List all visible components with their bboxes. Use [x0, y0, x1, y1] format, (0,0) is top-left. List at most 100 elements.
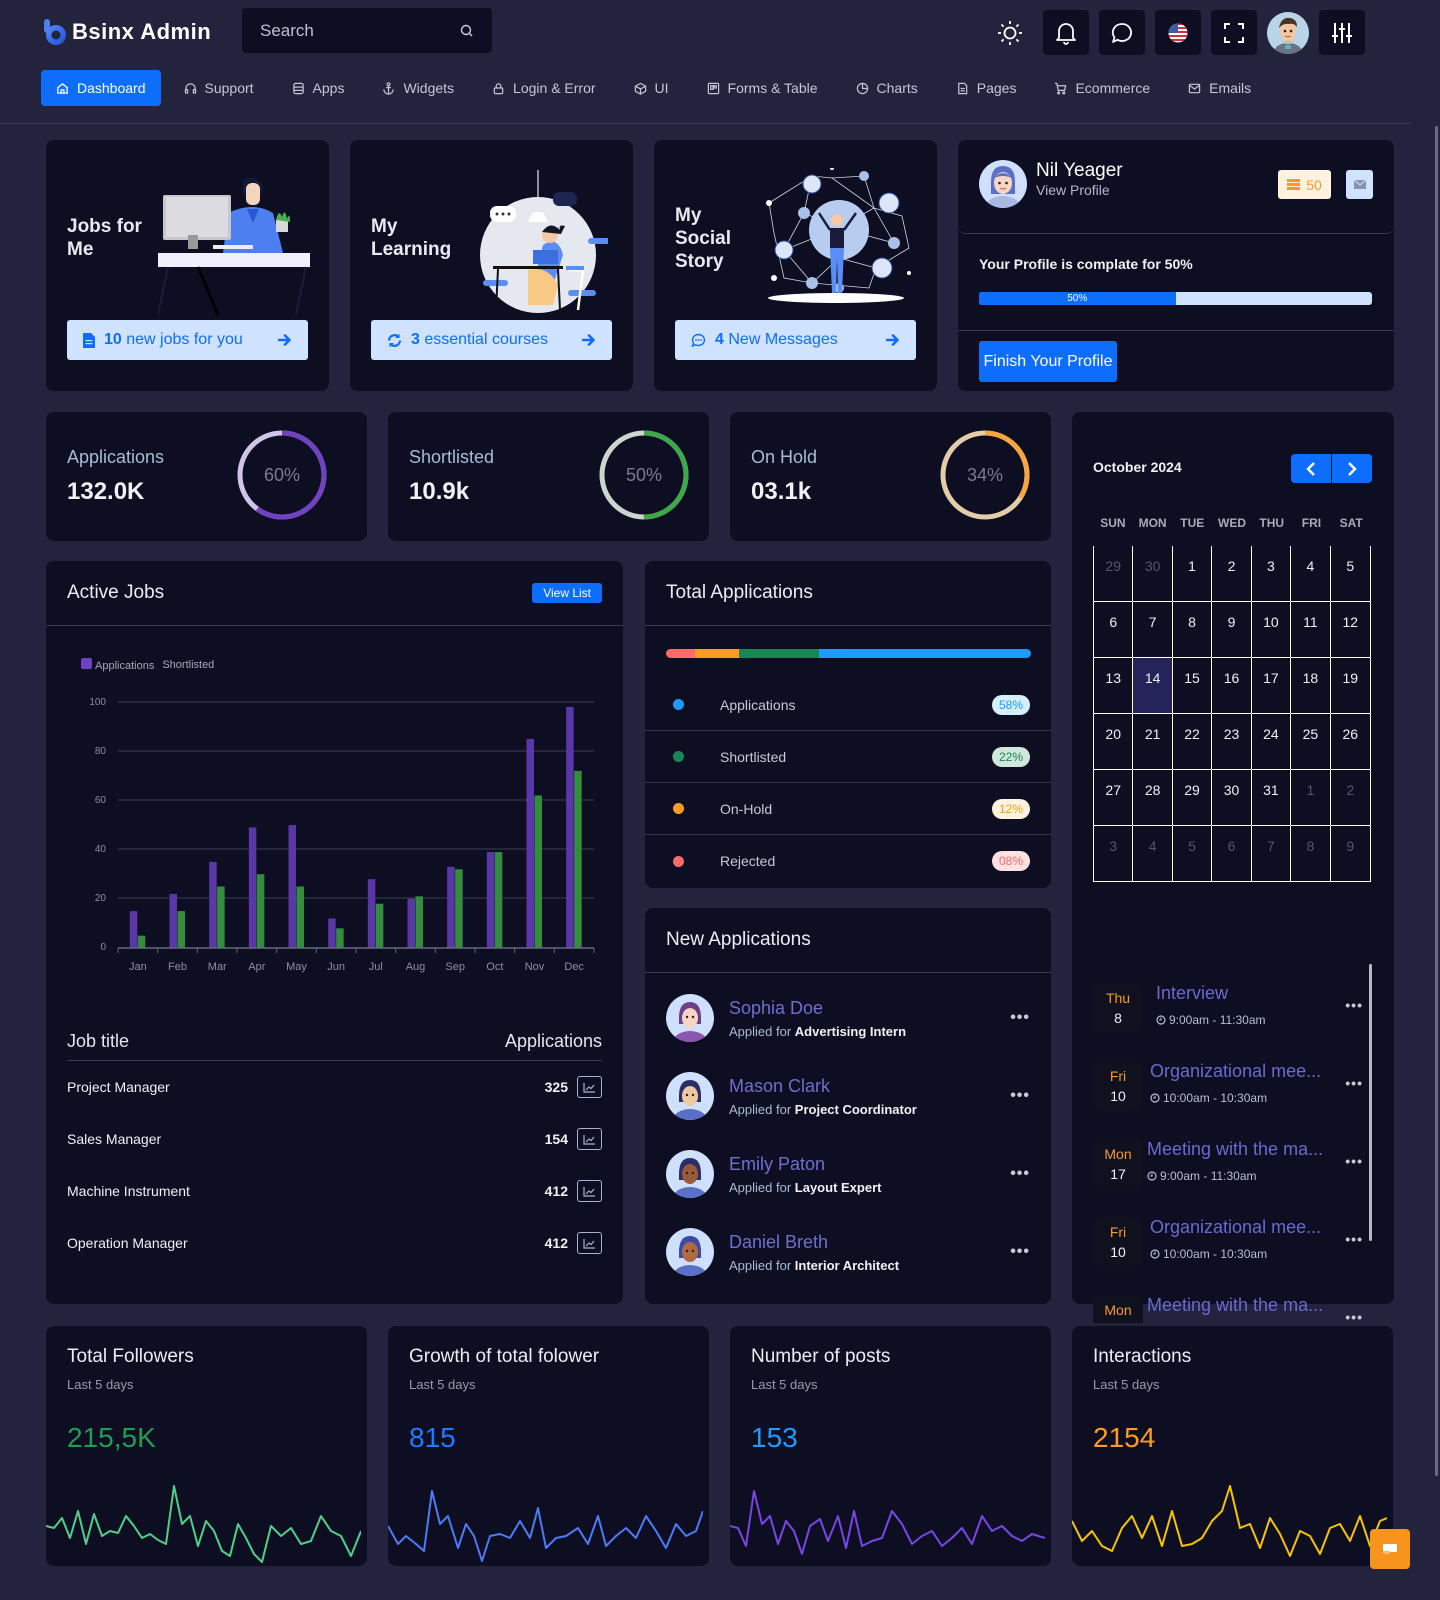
calendar-day[interactable]: 30 — [1133, 546, 1173, 602]
calendar-day[interactable]: 23 — [1212, 714, 1252, 770]
calendar-day[interactable]: 7 — [1251, 826, 1292, 882]
more-options-button[interactable]: ••• — [1010, 1243, 1030, 1260]
nav-ecommerce[interactable]: Ecommerce — [1039, 70, 1165, 106]
event-more-button[interactable]: ••• — [1345, 1231, 1363, 1247]
calendar-day[interactable]: 5 — [1330, 546, 1370, 602]
view-profile-link[interactable]: View Profile — [1036, 182, 1110, 198]
calendar-day[interactable]: 30 — [1212, 770, 1252, 826]
bar-applications-apr[interactable] — [248, 827, 257, 948]
bar-shortlisted-aug[interactable] — [415, 896, 424, 948]
calendar-day-today[interactable]: 14 — [1133, 658, 1173, 714]
page-scrollbar[interactable] — [1435, 126, 1438, 1476]
bar-shortlisted-mar[interactable] — [217, 886, 225, 949]
bar-applications-jun[interactable] — [328, 918, 336, 948]
search-box[interactable] — [242, 8, 492, 53]
bar-shortlisted-sep[interactable] — [455, 869, 463, 948]
calendar-day[interactable]: 1 — [1291, 770, 1331, 826]
nav-emails[interactable]: Emails — [1173, 70, 1266, 106]
bar-applications-sep[interactable] — [447, 866, 455, 948]
calendar-day[interactable]: 12 — [1330, 602, 1370, 658]
applicant-name[interactable]: Mason Clark — [729, 1075, 831, 1096]
nav-login-error[interactable]: Login & Error — [477, 70, 610, 106]
nav-pages[interactable]: Pages — [941, 70, 1032, 106]
nav-apps[interactable]: Apps — [277, 70, 360, 106]
bar-shortlisted-may[interactable] — [296, 886, 305, 949]
calendar-day[interactable]: 2 — [1330, 770, 1370, 826]
next-month-button[interactable] — [1332, 454, 1372, 483]
points-badge[interactable]: 50 — [1278, 170, 1331, 199]
calendar-day[interactable]: 13 — [1094, 658, 1134, 714]
trend-chart-button[interactable] — [577, 1128, 602, 1150]
nav-ui[interactable]: UI — [619, 70, 684, 106]
essential-courses-button[interactable]: 3 essential courses — [371, 320, 612, 360]
new-jobs-button[interactable]: 10 new jobs for you — [67, 320, 308, 360]
calendar-day[interactable]: 19 — [1330, 658, 1370, 714]
bar-applications-may[interactable] — [288, 825, 297, 948]
user-menu-button[interactable] — [1267, 10, 1309, 55]
event-more-button[interactable]: ••• — [1345, 997, 1363, 1013]
calendar-day[interactable]: 9 — [1330, 826, 1370, 882]
calendar-day[interactable]: 4 — [1291, 546, 1331, 602]
calendar-day[interactable]: 15 — [1172, 658, 1213, 714]
calendar-day[interactable]: 1 — [1172, 546, 1213, 602]
more-options-button[interactable]: ••• — [1010, 1009, 1030, 1026]
calendar-day[interactable]: 20 — [1094, 714, 1134, 770]
notifications-button[interactable] — [1043, 10, 1089, 55]
bar-applications-feb[interactable] — [169, 893, 178, 948]
event-item[interactable]: Thu 8 Interview 9:00am - 11:30am ••• — [1093, 983, 1373, 1053]
event-item[interactable]: Fri 10 Organizational mee... 10:00am - 10… — [1093, 1217, 1373, 1287]
more-options-button[interactable]: ••• — [1010, 1087, 1030, 1104]
calendar-day[interactable]: 7 — [1133, 602, 1173, 658]
calendar-day[interactable]: 28 — [1133, 770, 1173, 826]
calendar-day[interactable]: 9 — [1212, 602, 1252, 658]
calendar-day[interactable]: 6 — [1212, 826, 1252, 882]
trend-chart-button[interactable] — [577, 1180, 602, 1202]
bar-shortlisted-nov[interactable] — [534, 795, 543, 948]
event-more-button[interactable]: ••• — [1345, 1075, 1363, 1091]
bar-shortlisted-feb[interactable] — [177, 911, 186, 948]
search-input[interactable] — [260, 20, 440, 41]
calendar-day[interactable]: 8 — [1172, 602, 1213, 658]
view-list-button[interactable]: View List — [532, 583, 602, 603]
calendar-day[interactable]: 11 — [1291, 602, 1331, 658]
event-title[interactable]: Organizational mee... — [1150, 1061, 1322, 1081]
calendar-day[interactable]: 21 — [1133, 714, 1173, 770]
event-item[interactable]: Fri 10 Organizational mee... 10:00am - 10… — [1093, 1061, 1373, 1131]
calendar-day[interactable]: 17 — [1251, 658, 1292, 714]
event-title[interactable]: Interview — [1156, 983, 1229, 1003]
more-options-button[interactable]: ••• — [1010, 1165, 1030, 1182]
event-item[interactable]: Mon Meeting with the ma... ••• — [1093, 1295, 1373, 1323]
bar-applications-nov[interactable] — [526, 738, 535, 948]
calendar-day[interactable]: 27 — [1094, 770, 1134, 826]
bar-shortlisted-dec[interactable] — [574, 770, 582, 948]
theme-toggle-button[interactable] — [987, 10, 1033, 55]
nav-charts[interactable]: Charts — [841, 70, 933, 106]
bar-applications-aug[interactable] — [407, 898, 416, 948]
calendar-day[interactable]: 31 — [1251, 770, 1292, 826]
calendar-day[interactable]: 25 — [1291, 714, 1331, 770]
nav-support[interactable]: Support — [169, 70, 269, 106]
calendar-day[interactable]: 29 — [1094, 546, 1134, 602]
calendar-day[interactable]: 18 — [1291, 658, 1331, 714]
chat-support-button[interactable] — [1370, 1529, 1410, 1569]
event-more-button[interactable]: ••• — [1345, 1309, 1363, 1323]
calendar-day[interactable]: 22 — [1172, 714, 1213, 770]
application-list-item[interactable]: Mason Clark Applied for Project Coordina… — [666, 1066, 1030, 1126]
legend-shortlisted[interactable]: Shortlisted — [162, 659, 215, 671]
bar-applications-oct[interactable] — [486, 852, 495, 948]
applicant-name[interactable]: Daniel Breth — [729, 1231, 829, 1252]
calendar-day[interactable]: 24 — [1251, 714, 1292, 770]
calendar-day[interactable]: 29 — [1172, 770, 1213, 826]
calendar-day[interactable]: 3 — [1094, 826, 1134, 882]
bar-shortlisted-jul[interactable] — [375, 903, 384, 948]
legend-applications[interactable]: Applications — [81, 658, 154, 672]
brand-logo[interactable]: Bsinx Admin — [42, 18, 211, 46]
event-item[interactable]: Mon 17 Meeting with the ma... 9:00am - 11… — [1093, 1139, 1373, 1209]
calendar-day[interactable]: 26 — [1330, 714, 1370, 770]
applicant-name[interactable]: Sophia Doe — [729, 997, 824, 1018]
calendar-day[interactable]: 6 — [1094, 602, 1134, 658]
mail-badge-button[interactable] — [1346, 170, 1373, 199]
event-title[interactable]: Organizational mee... — [1150, 1217, 1322, 1237]
calendar-day[interactable]: 16 — [1212, 658, 1252, 714]
calendar-day[interactable]: 2 — [1212, 546, 1252, 602]
